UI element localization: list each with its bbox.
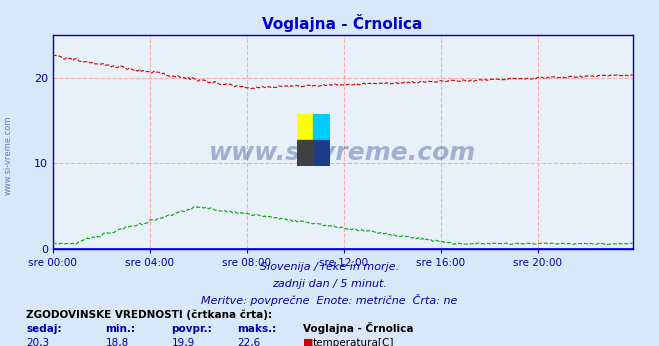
Text: temperatura[C]: temperatura[C] [313,338,395,346]
Bar [313,140,330,166]
Text: maks.:: maks.: [237,324,277,334]
Text: 19,9: 19,9 [171,338,194,346]
Text: povpr.:: povpr.: [171,324,212,334]
Bar [297,114,313,140]
Text: min.:: min.: [105,324,136,334]
Text: 22,6: 22,6 [237,338,260,346]
Text: 18,8: 18,8 [105,338,129,346]
Text: 20,3: 20,3 [26,338,49,346]
Title: Voglajna - Črnolica: Voglajna - Črnolica [262,14,423,32]
Bar [297,140,313,166]
Text: Slovenija / reke in morje.: Slovenija / reke in morje. [260,262,399,272]
Text: Meritve: povprečne  Enote: metrične  Črta: ne: Meritve: povprečne Enote: metrične Črta:… [201,294,458,307]
Text: www.si-vreme.com: www.si-vreme.com [209,140,476,165]
Text: ■: ■ [303,338,314,346]
Bar [313,114,330,140]
Text: sedaj:: sedaj: [26,324,62,334]
Text: zadnji dan / 5 minut.: zadnji dan / 5 minut. [272,279,387,289]
Text: ZGODOVINSKE VREDNOSTI (črtkana črta):: ZGODOVINSKE VREDNOSTI (črtkana črta): [26,310,272,320]
Text: www.si-vreme.com: www.si-vreme.com [3,116,13,195]
Text: Voglajna - Črnolica: Voglajna - Črnolica [303,322,414,334]
